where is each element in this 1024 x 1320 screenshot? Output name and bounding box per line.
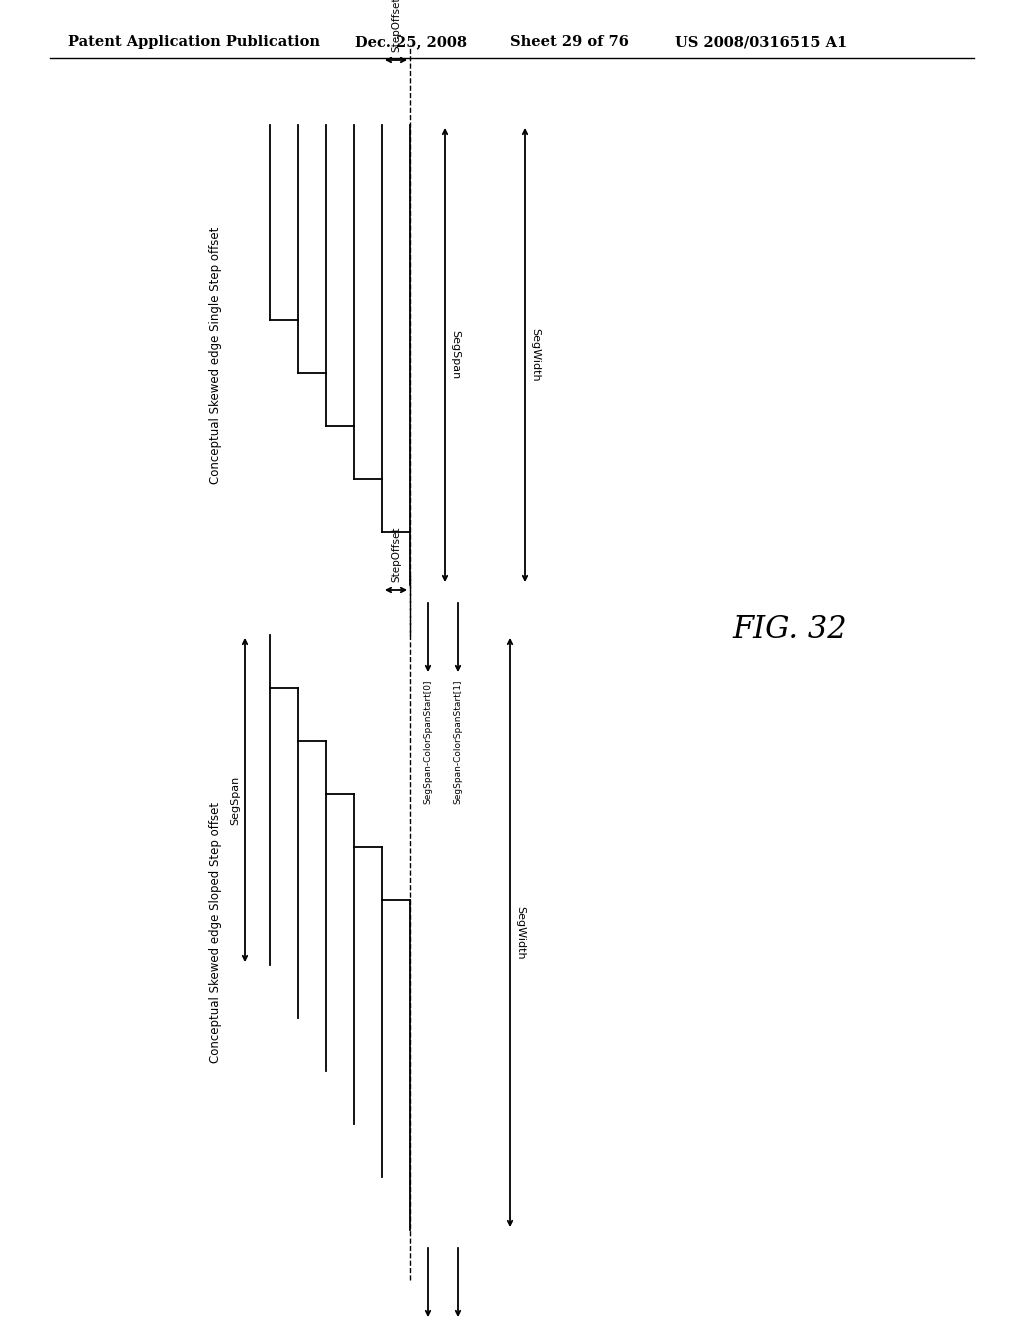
Text: StepOffset: StepOffset: [391, 527, 401, 582]
Text: StepOffset: StepOffset: [391, 0, 401, 51]
Text: SegWidth: SegWidth: [530, 329, 540, 381]
Text: Conceptual Skewed edge Single Step offset: Conceptual Skewed edge Single Step offse…: [209, 226, 221, 483]
Text: SegWidth: SegWidth: [515, 906, 525, 960]
Text: US 2008/0316515 A1: US 2008/0316515 A1: [675, 36, 847, 49]
Text: Sheet 29 of 76: Sheet 29 of 76: [510, 36, 629, 49]
Text: Patent Application Publication: Patent Application Publication: [68, 36, 319, 49]
Text: SegSpan: SegSpan: [230, 775, 240, 825]
Text: SegSpan-ColorSpanStart[1]: SegSpan-ColorSpanStart[1]: [454, 680, 463, 804]
Text: Conceptual Skewed edge Sloped Step offset: Conceptual Skewed edge Sloped Step offse…: [209, 803, 221, 1063]
Text: Dec. 25, 2008: Dec. 25, 2008: [355, 36, 467, 49]
Text: SegSpan-ColorSpanStart[0]: SegSpan-ColorSpanStart[0]: [424, 680, 432, 804]
Text: SegSpan: SegSpan: [450, 330, 460, 380]
Text: FIG. 32: FIG. 32: [733, 615, 847, 645]
